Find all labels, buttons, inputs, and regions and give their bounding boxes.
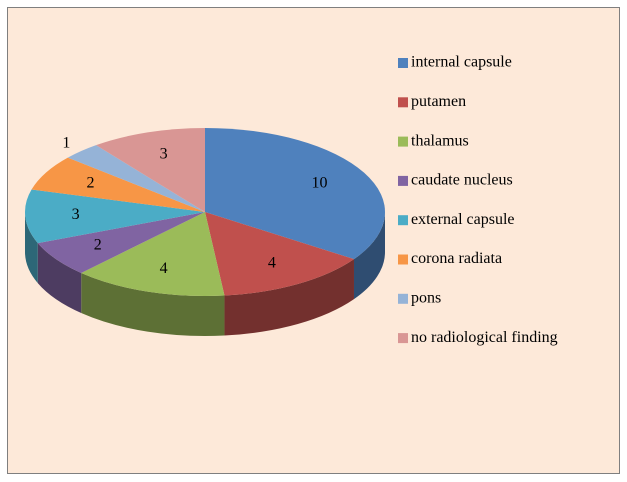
legend-label: no radiological finding <box>411 329 558 346</box>
slice-side <box>353 212 385 300</box>
legend-label: thalamus <box>411 132 469 149</box>
legend-label: pons <box>411 289 441 306</box>
slice-side <box>81 272 225 336</box>
data-label: 4 <box>268 254 276 271</box>
slice-side <box>37 243 82 313</box>
slice-side <box>25 212 38 284</box>
slice <box>96 128 205 212</box>
slice <box>205 212 354 296</box>
slice <box>81 212 225 297</box>
legend-swatch <box>398 175 408 186</box>
legend-swatch <box>398 293 408 304</box>
legend-label: internal capsule <box>411 54 512 71</box>
slice <box>67 145 206 212</box>
slice <box>31 157 205 212</box>
data-label: 1 <box>62 134 70 151</box>
legend-swatch <box>398 254 408 265</box>
data-label: 3 <box>72 206 80 223</box>
legend-label: caudate nucleus <box>411 172 513 189</box>
legend-swatch <box>398 58 408 68</box>
legend-label: corona radiata <box>411 250 502 267</box>
legend-swatch <box>398 215 408 226</box>
legend-swatch <box>398 136 408 147</box>
legend-swatch <box>398 333 408 344</box>
data-label: 4 <box>160 260 168 277</box>
slice <box>37 212 205 273</box>
legend-label: putamen <box>411 93 466 110</box>
legend-label: external capsule <box>411 211 515 228</box>
legend-swatch <box>398 97 408 108</box>
data-label: 2 <box>94 237 102 254</box>
slice <box>24 189 205 244</box>
data-label: 3 <box>160 145 168 162</box>
data-label: 2 <box>86 174 94 191</box>
slice <box>205 128 385 260</box>
slice-side <box>224 259 354 336</box>
data-label: 10 <box>312 174 328 191</box>
